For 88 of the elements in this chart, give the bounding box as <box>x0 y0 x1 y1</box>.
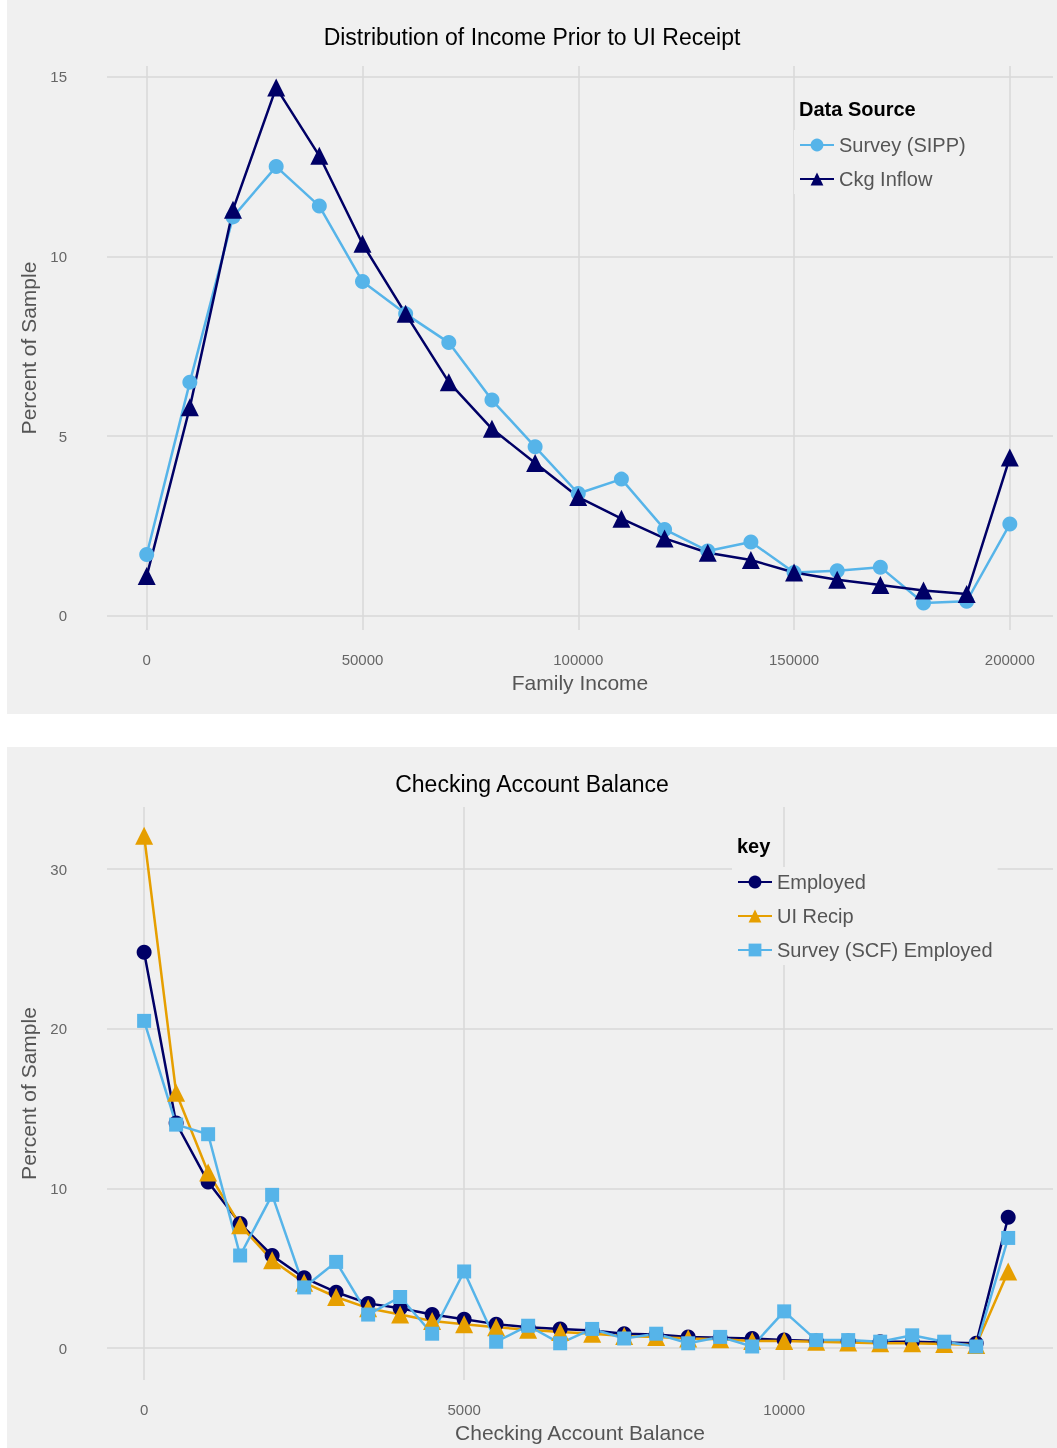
point <box>361 1307 376 1322</box>
point <box>1000 448 1019 467</box>
point <box>310 146 329 165</box>
x-tick-label: 200000 <box>984 651 1035 668</box>
legend-label: Employed <box>777 871 866 893</box>
point <box>329 1254 344 1269</box>
point <box>484 392 500 408</box>
point <box>265 1187 280 1202</box>
x-tick-label: 0 <box>139 1401 149 1418</box>
point <box>391 1305 410 1324</box>
point <box>1001 1230 1016 1245</box>
legend-title: Data Source <box>799 98 916 120</box>
y-tick-label: 10 <box>50 1179 67 1197</box>
legend-label: UI Recip <box>777 905 854 927</box>
x-tick-label: 10000 <box>763 1401 806 1418</box>
point <box>828 570 847 589</box>
point <box>137 1013 152 1028</box>
point <box>439 373 458 392</box>
point <box>905 1328 920 1343</box>
point <box>1000 1209 1016 1225</box>
point <box>457 1264 472 1279</box>
point <box>311 198 327 214</box>
y-tick-label: 20 <box>50 1020 67 1038</box>
y-tick-label: 30 <box>50 860 67 878</box>
point <box>327 1288 346 1306</box>
point <box>612 509 631 528</box>
y-tick-label: 0 <box>58 1339 67 1357</box>
point <box>526 453 545 472</box>
legend-label: Survey (SCF) Employed <box>777 939 993 961</box>
point <box>489 1334 504 1349</box>
point <box>969 1339 984 1354</box>
legend-label: Survey (SIPP) <box>839 134 966 156</box>
point <box>135 826 154 845</box>
point <box>745 1339 760 1354</box>
point <box>613 471 629 487</box>
chart-title: Distribution of Income Prior to UI Receipt <box>323 23 741 50</box>
point <box>393 1290 408 1304</box>
point <box>527 439 543 455</box>
point <box>871 576 890 595</box>
point <box>199 1163 218 1182</box>
point <box>957 585 976 604</box>
x-tick-label: 0 <box>142 651 151 668</box>
point <box>441 335 457 351</box>
point <box>999 1262 1018 1281</box>
x-tick-label: 50000 <box>341 651 384 668</box>
chart-title: Checking Account Balance <box>395 770 669 797</box>
y-axis-title: Percent of Sample <box>17 1007 41 1180</box>
point <box>353 234 372 253</box>
legend-title: key <box>737 835 772 857</box>
point <box>569 488 588 507</box>
point <box>914 581 933 600</box>
point <box>777 1304 792 1319</box>
point <box>743 534 759 550</box>
point <box>655 529 674 548</box>
point <box>268 159 284 175</box>
y-tick-label: 0 <box>58 607 67 625</box>
point <box>267 78 286 97</box>
point <box>617 1331 632 1346</box>
y-axis-title: Percent of Sample <box>17 261 41 435</box>
point <box>681 1336 696 1351</box>
y-tick-label: 15 <box>50 68 67 86</box>
point <box>167 1083 186 1102</box>
point <box>297 1280 312 1295</box>
x-tick-label: 150000 <box>769 651 820 668</box>
x-axis-title: Checking Account Balance <box>455 1420 705 1444</box>
point <box>136 944 152 960</box>
y-tick-label: 5 <box>58 427 67 445</box>
x-axis-title: Family Income <box>511 670 649 694</box>
x-tick-label: 100000 <box>553 651 604 668</box>
point <box>455 1315 474 1334</box>
point <box>139 547 155 563</box>
point <box>872 559 888 575</box>
point <box>180 398 199 417</box>
legend-label: Ckg Inflow <box>839 168 933 190</box>
point <box>1002 516 1018 532</box>
point <box>137 567 156 586</box>
x-tick-label: 5000 <box>447 1401 481 1418</box>
point <box>263 1251 282 1270</box>
point <box>482 419 501 438</box>
point <box>233 1248 248 1263</box>
point <box>425 1326 440 1341</box>
point <box>201 1127 216 1142</box>
point <box>224 200 243 219</box>
point <box>741 550 760 569</box>
point <box>182 374 198 390</box>
y-tick-label: 10 <box>50 247 67 265</box>
point <box>355 274 370 290</box>
point <box>553 1336 568 1351</box>
